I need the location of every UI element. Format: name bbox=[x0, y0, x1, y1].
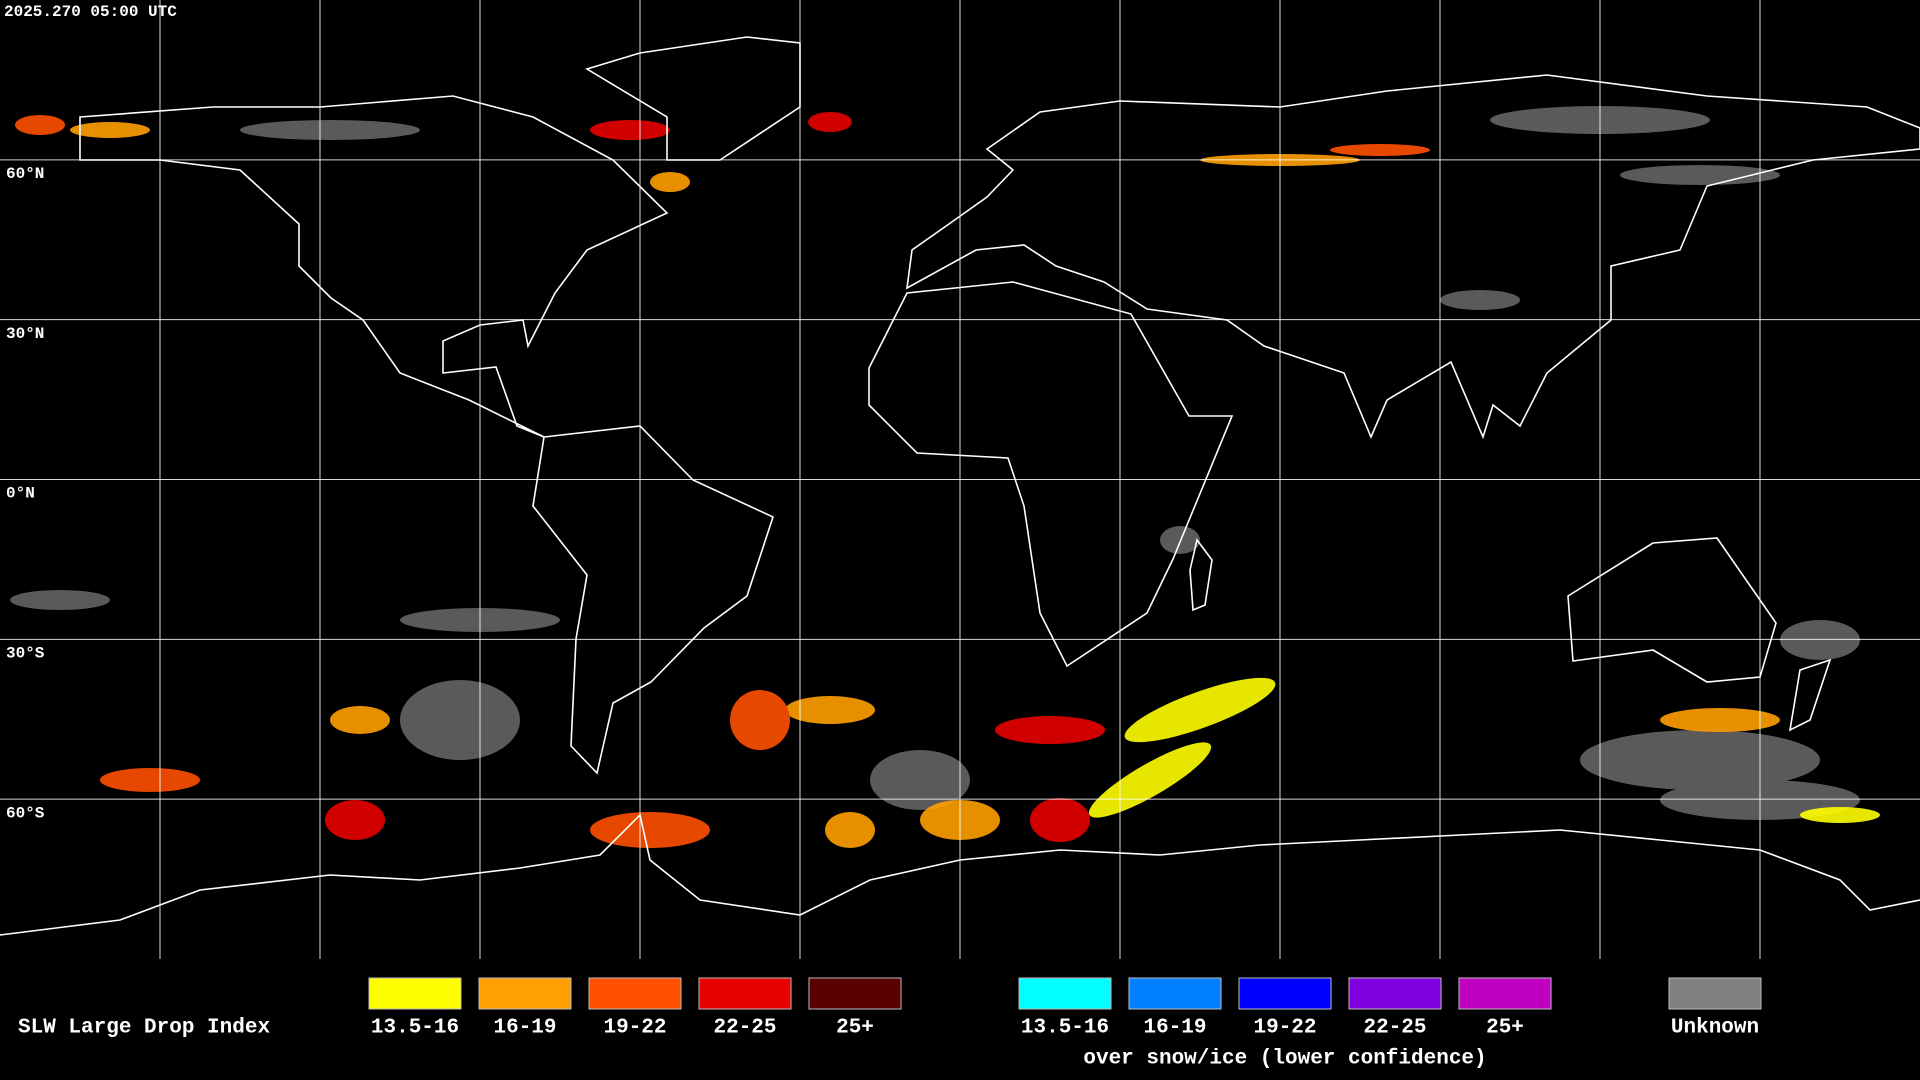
latitude-label: 60°N bbox=[6, 165, 44, 183]
legend-label: 25+ bbox=[1486, 1017, 1524, 1040]
legend-swatch bbox=[1458, 977, 1552, 1010]
latitude-label: 60°S bbox=[6, 804, 45, 822]
latitude-label: 30°S bbox=[6, 645, 45, 663]
legend-label: 13.5-16 bbox=[1021, 1017, 1109, 1040]
latitude-label: 30°N bbox=[6, 325, 44, 343]
legend-swatch bbox=[1238, 977, 1332, 1010]
legend-swatch bbox=[368, 977, 462, 1010]
legend-swatch bbox=[1018, 977, 1112, 1010]
legend-swatch bbox=[1668, 977, 1762, 1010]
timestamp: 2025.270 05:00 UTC bbox=[4, 3, 177, 21]
legend: SLW Large Drop Index 13.5-16 16-19 19-22 22-… bbox=[18, 977, 1762, 1071]
latitude-label: 0°N bbox=[6, 485, 35, 503]
legend-label: 19-22 bbox=[603, 1017, 666, 1040]
legend-swatch bbox=[1128, 977, 1222, 1010]
legend-label: 13.5-16 bbox=[371, 1017, 459, 1040]
legend-swatch bbox=[1348, 977, 1442, 1010]
legend-swatch bbox=[698, 977, 792, 1010]
legend-swatch bbox=[808, 977, 902, 1010]
legend-swatch bbox=[478, 977, 572, 1010]
legend-label: 22-25 bbox=[1363, 1017, 1426, 1040]
legend-title: SLW Large Drop Index bbox=[18, 1017, 270, 1040]
legend-label: 19-22 bbox=[1253, 1017, 1316, 1040]
legend-label: 16-19 bbox=[493, 1017, 556, 1040]
legend-caption: over snow/ice (lower confidence) bbox=[1083, 1048, 1486, 1071]
legend-label: 25+ bbox=[836, 1017, 874, 1040]
graticule: 60°N 30°N 0°N 30°S 60°S bbox=[0, 0, 1920, 959]
legend-label: 16-19 bbox=[1143, 1017, 1206, 1040]
legend-label: 22-25 bbox=[713, 1017, 776, 1040]
legend-swatch bbox=[588, 977, 682, 1010]
legend-label: Unknown bbox=[1671, 1017, 1759, 1040]
